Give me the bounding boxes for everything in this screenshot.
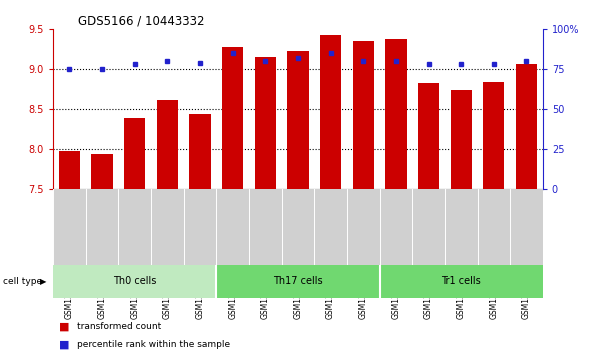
Bar	[124, 118, 145, 189]
Text: GDS5166 / 10443332: GDS5166 / 10443332	[77, 15, 204, 28]
Bar	[379, 265, 543, 298]
Text: cell type: cell type	[3, 277, 42, 286]
Bar	[157, 100, 178, 189]
Text: percentile rank within the sample: percentile rank within the sample	[77, 340, 230, 349]
Bar	[255, 57, 276, 189]
Bar	[418, 83, 439, 189]
Text: Th17 cells: Th17 cells	[273, 276, 323, 286]
Bar	[222, 48, 243, 189]
Bar	[451, 90, 472, 189]
Text: ▶: ▶	[40, 277, 47, 286]
Text: Th0 cells: Th0 cells	[113, 276, 156, 286]
Bar	[385, 38, 407, 189]
Text: transformed count: transformed count	[77, 322, 161, 331]
Bar	[483, 82, 504, 189]
Bar	[217, 265, 379, 298]
Bar	[287, 52, 309, 189]
Text: ■: ■	[59, 340, 70, 350]
Bar	[59, 151, 80, 189]
Bar	[53, 265, 217, 298]
Bar	[516, 64, 537, 189]
Bar	[320, 36, 341, 189]
Text: Tr1 cells: Tr1 cells	[441, 276, 481, 286]
Bar	[91, 154, 113, 189]
Bar	[189, 114, 211, 189]
Text: ■: ■	[59, 322, 70, 332]
Bar	[353, 41, 374, 189]
